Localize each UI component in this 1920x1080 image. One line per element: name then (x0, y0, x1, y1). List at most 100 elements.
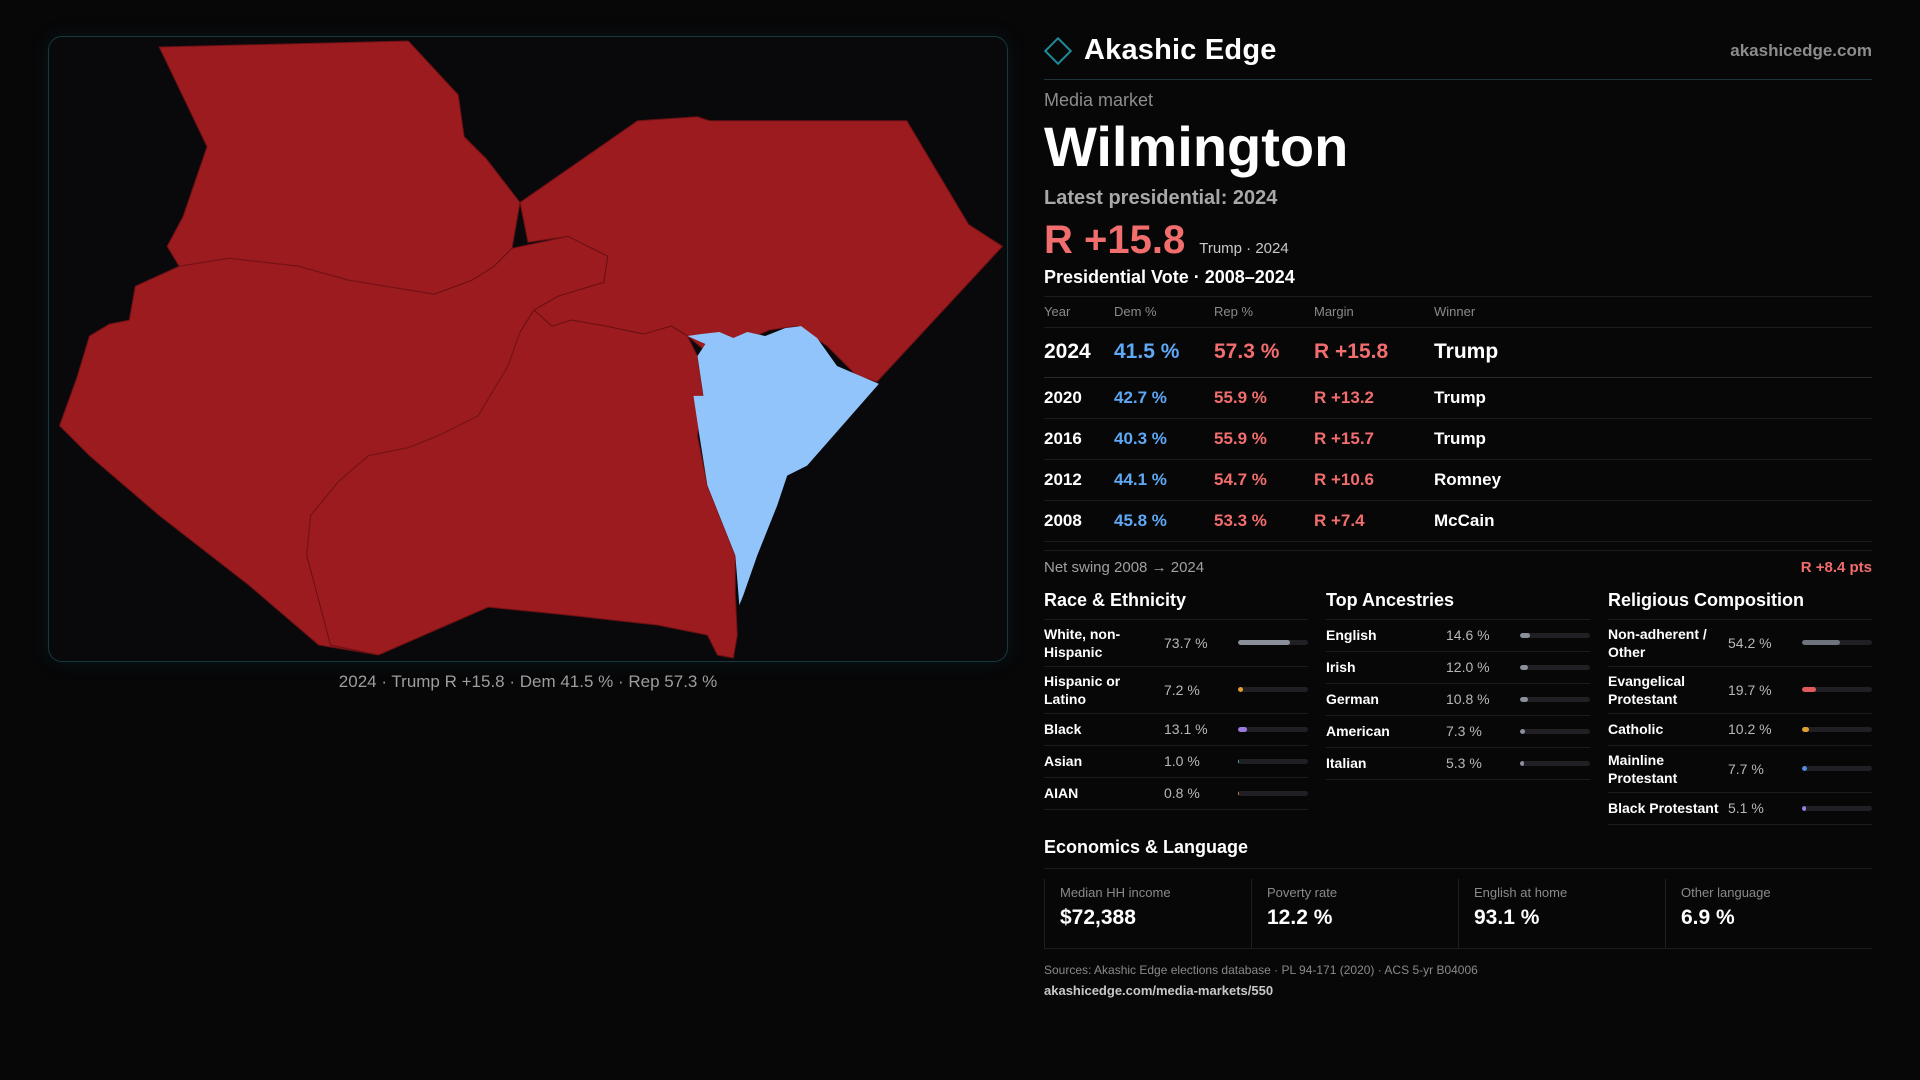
sources-note: Sources: Akashic Edge elections database… (1044, 962, 1478, 977)
item-bar-fill (1520, 696, 1528, 702)
item-bar-fill (1238, 726, 1248, 732)
latest-margin: R +15.8 Trump · 2024 (1044, 218, 1872, 263)
item-label: Black Protestant (1608, 800, 1719, 816)
list-item: Evangelical Protestant 19.7 % (1608, 667, 1872, 714)
item-bar (1802, 766, 1872, 771)
item-label: Black (1044, 721, 1082, 737)
item-label: Non-adherent / Other (1608, 625, 1707, 660)
list-item: Black 13.1 % (1044, 714, 1308, 746)
column-header-dem: Dem % (1114, 297, 1214, 328)
demographics-grid: Race & Ethnicity White, non-Hispanic 73.… (1044, 590, 1872, 825)
item-label: Hispanic or Latino (1044, 672, 1121, 707)
column-header-rep: Rep % (1214, 297, 1314, 328)
item-pct: 13.1 % (1164, 721, 1208, 737)
cell-dem: 41.5 % (1114, 327, 1214, 378)
list-item: Italian 5.3 % (1326, 748, 1590, 780)
item-label: Irish (1326, 659, 1356, 675)
item-label: Italian (1326, 755, 1367, 771)
brand-name: Akashic Edge (1084, 34, 1277, 66)
race-ethnicity-section: Race & Ethnicity White, non-Hispanic 73.… (1044, 590, 1308, 825)
economics-section: Economics & Language Median HH income $7… (1044, 837, 1872, 949)
item-bar-fill (1238, 790, 1239, 796)
net-swing: Net swing 2008 → 2024 R +8.4 pts (1044, 549, 1872, 576)
cell-winner: Trump (1434, 418, 1872, 460)
latest-margin-value: R +15.8 (1044, 218, 1186, 262)
stat-value: $72,388 (1060, 905, 1136, 929)
religion-section: Religious Composition Non-adherent / Oth… (1608, 590, 1872, 825)
list-item: American 7.3 % (1326, 716, 1590, 748)
item-pct: 1.0 % (1164, 753, 1200, 769)
cell-dem: 42.7 % (1114, 377, 1214, 419)
map-panel[interactable] (48, 36, 1008, 662)
cell-dem: 45.8 % (1114, 500, 1214, 542)
stat-label: English at home (1474, 884, 1568, 900)
county-dem[interactable] (687, 326, 879, 606)
item-bar-fill (1238, 758, 1239, 764)
list-item: Black Protestant 5.1 % (1608, 793, 1872, 825)
item-label: English (1326, 627, 1377, 643)
item-label: Mainline Protestant (1608, 751, 1678, 786)
economics-stats: Median HH income $72,388 Poverty rate 12… (1044, 878, 1872, 949)
item-bar-fill (1802, 726, 1810, 732)
item-label: German (1326, 691, 1379, 707)
table-header-row: Year Dem % Rep % Margin Winner (1044, 297, 1872, 328)
item-pct: 73.7 % (1164, 634, 1208, 651)
item-pct: 54.2 % (1728, 634, 1772, 651)
county-north-west[interactable] (158, 40, 521, 295)
item-bar (1802, 805, 1872, 811)
info-panel: Akashic Edge akashicedge.com Media marke… (1043, 30, 1872, 998)
item-bar-fill (1238, 687, 1244, 692)
list-item: AIAN 0.8 % (1044, 778, 1308, 810)
item-bar-fill (1802, 687, 1816, 692)
list-item: Catholic 10.2 % (1608, 714, 1872, 746)
latest-presidential-label: Latest presidential: 2024 (1044, 187, 1278, 209)
religion-title: Religious Composition (1608, 590, 1872, 620)
table-row: 2012 44.1 % 54.7 % R +10.6 Romney (1044, 459, 1872, 501)
stat-other-language: Other language 6.9 % (1665, 878, 1872, 948)
brand[interactable]: Akashic Edge (1043, 34, 1277, 67)
list-item: Asian 1.0 % (1044, 746, 1308, 778)
stat-median-income: Median HH income $72,388 (1044, 878, 1251, 948)
item-label: Evangelical Protestant (1608, 672, 1686, 707)
brand-header: Akashic Edge akashicedge.com (1043, 30, 1872, 80)
stat-value: 12.2 % (1267, 905, 1333, 929)
item-pct: 7.3 % (1446, 723, 1482, 739)
item-bar-fill (1238, 640, 1290, 645)
race-ethnicity-title: Race & Ethnicity (1044, 590, 1308, 620)
list-item: Irish 12.0 % (1326, 652, 1590, 684)
cell-rep: 53.3 % (1214, 500, 1314, 542)
page-url-link[interactable]: akashicedge.com/media-markets/550 (1044, 982, 1274, 998)
item-bar (1238, 687, 1308, 692)
item-pct: 7.2 % (1164, 681, 1200, 698)
item-bar-fill (1802, 640, 1840, 645)
item-bar (1238, 640, 1308, 645)
map-svg[interactable] (49, 37, 1007, 661)
site-link[interactable]: akashicedge.com (1730, 40, 1872, 60)
cell-rep: 55.9 % (1214, 377, 1314, 419)
cell-margin: R +15.7 (1314, 418, 1434, 460)
item-bar (1520, 696, 1590, 702)
list-item: German 10.8 % (1326, 684, 1590, 716)
market-kind-label: Media market (1044, 90, 1154, 110)
ancestries-section: Top Ancestries English 14.6 % Irish 12.0… (1326, 590, 1590, 825)
map-caption: 2024 · Trump R +15.8 · Dem 41.5 % · Rep … (338, 672, 718, 691)
page-title: Wilmington (1044, 115, 1349, 178)
item-bar (1520, 632, 1590, 638)
net-swing-label: Net swing 2008 → 2024 (1044, 558, 1205, 576)
stat-label: Median HH income (1060, 884, 1171, 900)
item-bar (1238, 726, 1308, 732)
cell-year: 2024 (1044, 327, 1114, 378)
cell-year: 2012 (1044, 459, 1114, 501)
diamond-logo-icon (1043, 36, 1073, 65)
stat-poverty-rate: Poverty rate 12.2 % (1251, 878, 1458, 948)
item-pct: 14.6 % (1446, 627, 1490, 643)
cell-winner: Trump (1434, 327, 1872, 378)
item-bar (1802, 640, 1872, 645)
column-header-margin: Margin (1314, 297, 1434, 328)
table-row: 2016 40.3 % 55.9 % R +15.7 Trump (1044, 418, 1872, 460)
cell-dem: 44.1 % (1114, 459, 1214, 501)
item-bar-fill (1802, 766, 1808, 771)
stat-english-at-home: English at home 93.1 % (1458, 878, 1665, 948)
cell-rep: 57.3 % (1214, 327, 1314, 378)
item-bar-fill (1520, 728, 1526, 734)
